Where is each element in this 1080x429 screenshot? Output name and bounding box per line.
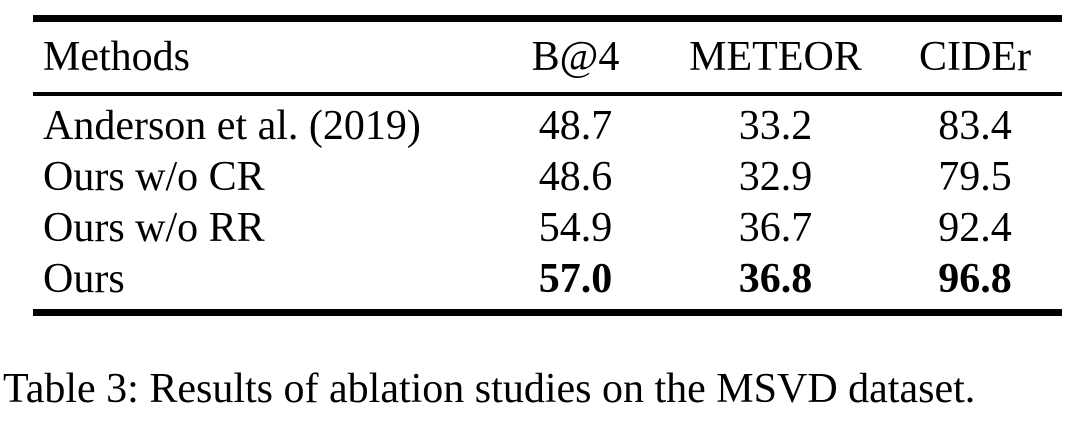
table-row-best: Ours 57.0 36.8 96.8	[33, 254, 1062, 313]
table-caption: Table 3: Results of ablation studies on …	[3, 366, 976, 412]
cell-b4: 48.7	[538, 103, 613, 149]
cell-b4: 57.0	[538, 256, 613, 302]
ablation-results-table: Methods B@4 METEOR CIDEr Anderson et al.…	[33, 15, 1062, 316]
cell-meteor: 33.2	[738, 103, 813, 149]
cell-method: Ours w/o RR	[43, 205, 265, 251]
cell-b4: 48.6	[538, 154, 613, 200]
column-header-methods: Methods	[33, 18, 488, 96]
cell-meteor: 32.9	[738, 154, 813, 200]
column-header-meteor: METEOR	[663, 18, 888, 96]
cell-cider: 96.8	[938, 256, 1012, 302]
cell-cider: 79.5	[938, 154, 1012, 200]
table-row: Anderson et al. (2019) 48.7 33.2 83.4	[33, 94, 1062, 152]
column-header-cider: CIDEr	[888, 18, 1062, 96]
cell-cider: 92.4	[938, 205, 1012, 251]
column-header-b4: B@4	[488, 18, 663, 96]
cell-b4: 54.9	[538, 205, 613, 251]
cell-method: Ours w/o CR	[43, 154, 265, 200]
cell-cider: 83.4	[938, 103, 1012, 149]
table-header-row: Methods B@4 METEOR CIDEr	[33, 18, 1062, 96]
cell-meteor: 36.8	[738, 256, 813, 302]
cell-method: Anderson et al. (2019)	[43, 103, 421, 149]
cell-meteor: 36.7	[738, 205, 813, 251]
cell-method: Ours	[43, 256, 125, 302]
table-row: Ours w/o RR 54.9 36.7 92.4	[33, 203, 1062, 254]
table-row: Ours w/o CR 48.6 32.9 79.5	[33, 152, 1062, 203]
